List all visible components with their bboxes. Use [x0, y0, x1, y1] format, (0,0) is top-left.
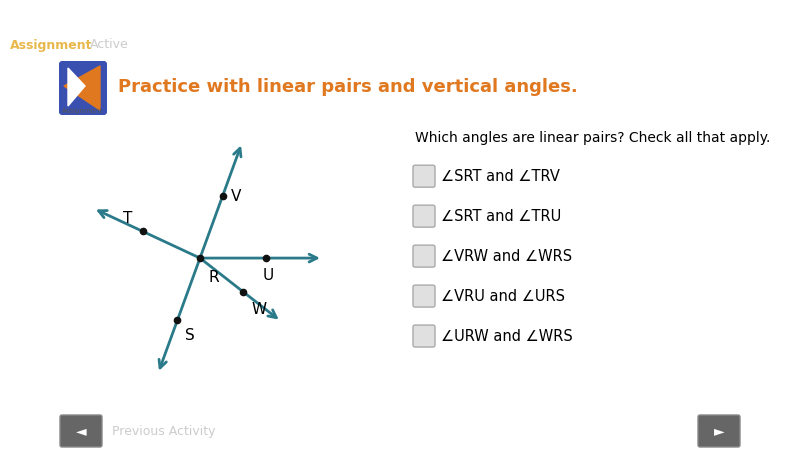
Text: T: T [123, 212, 133, 226]
Text: S: S [186, 328, 195, 343]
Text: R: R [208, 270, 218, 285]
Text: Assignment: Assignment [62, 108, 103, 114]
FancyBboxPatch shape [413, 165, 435, 187]
Text: ∠URW and ∠WRS: ∠URW and ∠WRS [441, 328, 573, 343]
Text: ∠VRU and ∠URS: ∠VRU and ∠URS [441, 288, 565, 304]
Text: V: V [230, 189, 241, 203]
Text: ∠SRT and ∠TRV: ∠SRT and ∠TRV [441, 169, 560, 184]
FancyBboxPatch shape [60, 415, 102, 447]
Text: Practice with linear pairs and vertical angles.: Practice with linear pairs and vertical … [118, 78, 578, 96]
Polygon shape [68, 68, 85, 106]
FancyBboxPatch shape [413, 205, 435, 227]
Text: ∠VRW and ∠WRS: ∠VRW and ∠WRS [441, 248, 572, 264]
Text: ►: ► [714, 424, 724, 438]
FancyBboxPatch shape [413, 325, 435, 347]
FancyBboxPatch shape [413, 285, 435, 307]
FancyBboxPatch shape [413, 245, 435, 267]
Polygon shape [64, 66, 100, 110]
Text: Which angles are linear pairs? Check all that apply.: Which angles are linear pairs? Check all… [415, 131, 770, 145]
Text: Active: Active [90, 39, 129, 51]
Text: Linear Pairs and Vertical Angles: Linear Pairs and Vertical Angles [10, 9, 360, 27]
Text: W: W [251, 302, 266, 317]
Text: U: U [262, 268, 274, 283]
FancyBboxPatch shape [698, 415, 740, 447]
Text: ◄: ◄ [76, 424, 86, 438]
Text: ∠SRT and ∠TRU: ∠SRT and ∠TRU [441, 209, 562, 224]
FancyBboxPatch shape [59, 61, 107, 115]
Text: Previous Activity: Previous Activity [112, 424, 215, 437]
Text: Assignment: Assignment [10, 39, 93, 51]
